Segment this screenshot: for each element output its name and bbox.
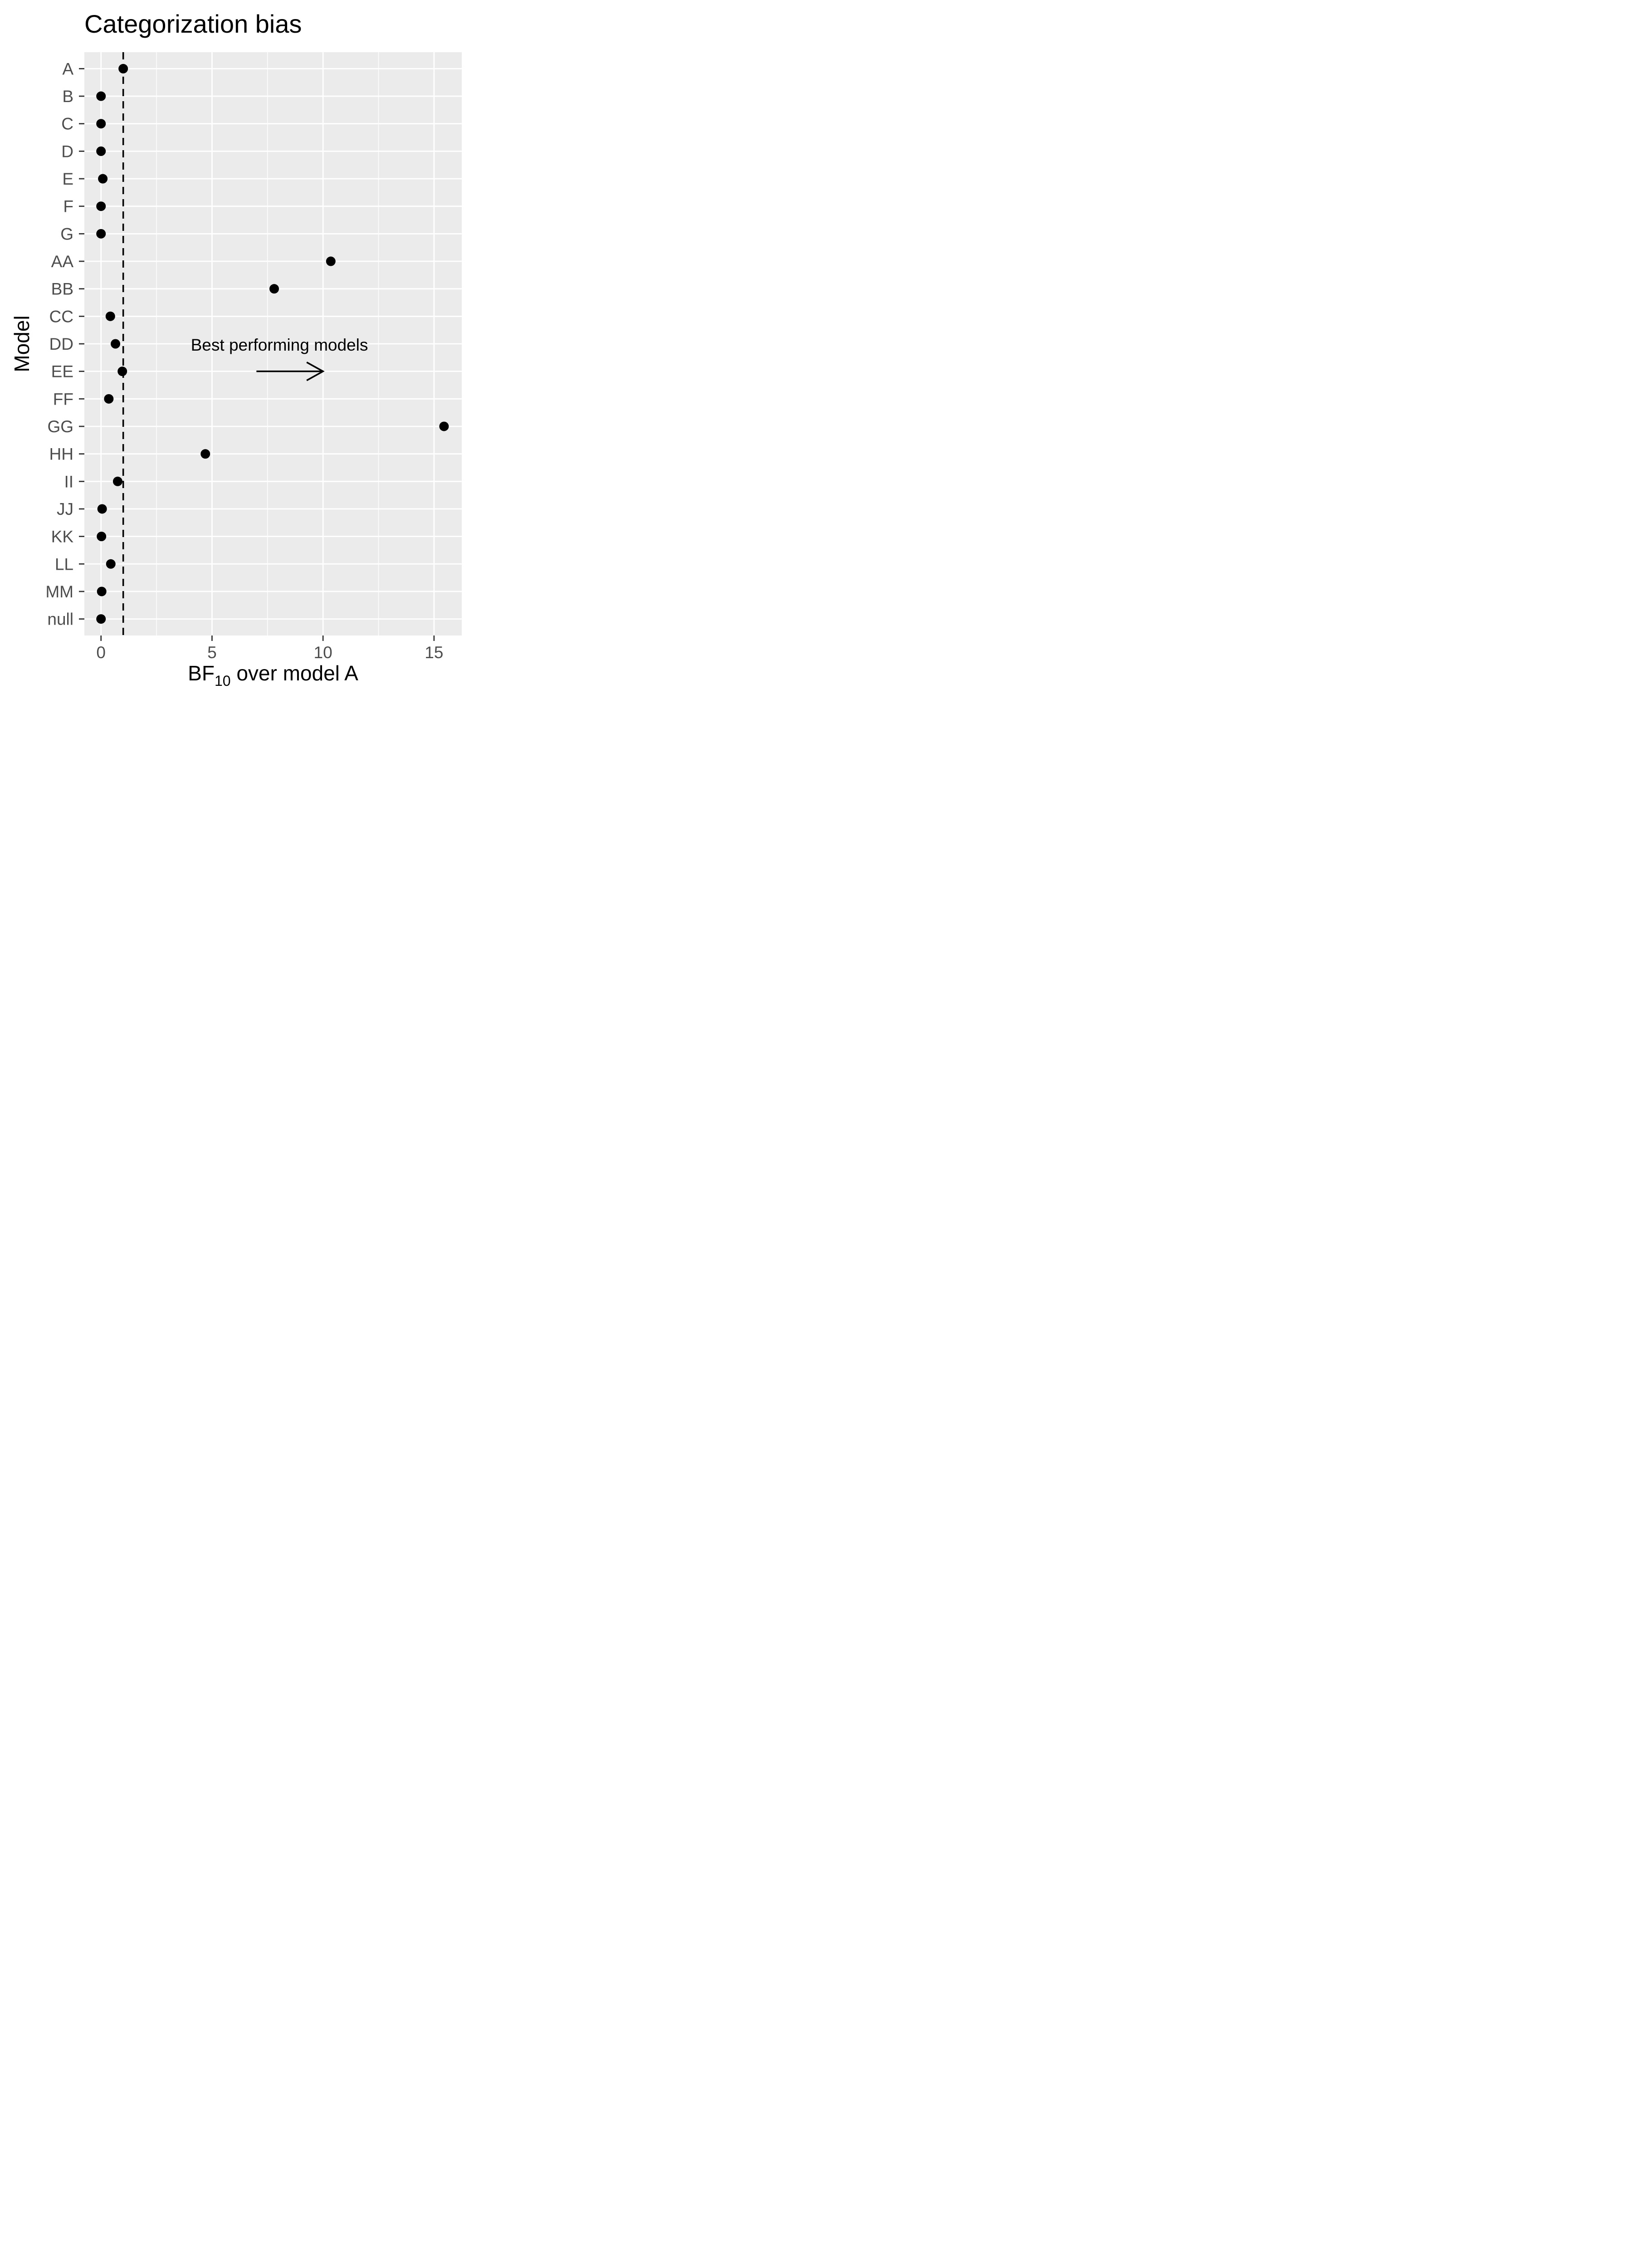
data-point <box>111 339 121 349</box>
y-tick-label: B <box>62 87 73 106</box>
data-point <box>117 367 127 376</box>
data-point <box>104 394 114 404</box>
annotation-text: Best performing models <box>191 336 368 354</box>
data-point <box>96 91 106 101</box>
data-point <box>326 256 336 266</box>
annotation: Best performing models <box>191 336 368 381</box>
data-point <box>97 532 107 542</box>
data-point <box>96 229 106 239</box>
y-tick-label: EE <box>51 362 73 381</box>
y-tick-label: GG <box>47 417 73 436</box>
y-tick-label: G <box>60 225 73 243</box>
x-axis-title: BF10 over model A <box>188 661 358 689</box>
data-point <box>106 559 116 569</box>
y-tick-label: CC <box>49 307 73 326</box>
y-tick-label: A <box>62 59 73 78</box>
x-axis-title-main: BF <box>188 661 215 685</box>
x-tick-label: 10 <box>314 643 332 662</box>
chart-title: Categorization bias <box>84 10 302 38</box>
y-tick-label: LL <box>55 555 73 573</box>
x-tick-label: 0 <box>96 643 106 662</box>
data-point <box>96 614 106 624</box>
data-point <box>96 119 106 129</box>
y-tick-label: FF <box>53 390 73 408</box>
data-point <box>118 64 128 73</box>
y-tick-label: AA <box>51 252 74 271</box>
y-axis-title: Model <box>10 315 34 372</box>
data-point <box>97 587 107 596</box>
y-tick-label: KK <box>51 528 74 546</box>
y-tick-label: DD <box>49 335 73 353</box>
y-tick-label: BB <box>51 280 73 298</box>
data-point <box>105 311 115 321</box>
y-tick-label: E <box>62 170 73 188</box>
data-point <box>200 449 210 459</box>
y-tick-label: null <box>47 610 73 629</box>
y-tick-label: MM <box>45 582 73 601</box>
y-tick-label: C <box>61 115 73 133</box>
major-gridlines <box>84 52 462 635</box>
x-axis: 0 5 10 15 <box>96 635 443 662</box>
data-point <box>269 284 279 294</box>
data-point <box>96 201 106 211</box>
x-tick-label: 5 <box>207 643 217 662</box>
data-point <box>439 421 449 431</box>
data-point <box>112 476 122 486</box>
x-axis-title-rest: over model A <box>231 661 359 685</box>
data-point <box>96 146 106 156</box>
data-point <box>97 504 107 514</box>
y-tick-label: HH <box>49 445 73 464</box>
data-point <box>98 174 108 184</box>
data-points <box>96 64 449 624</box>
annotation-arrow-head <box>306 362 325 381</box>
y-tick-label: F <box>63 197 73 216</box>
y-tick-label: II <box>64 472 73 491</box>
y-tick-label: D <box>61 142 73 161</box>
y-tick-label: JJ <box>57 500 73 518</box>
x-axis-title-subscript: 10 <box>215 673 231 689</box>
x-tick-label: 15 <box>425 643 443 662</box>
